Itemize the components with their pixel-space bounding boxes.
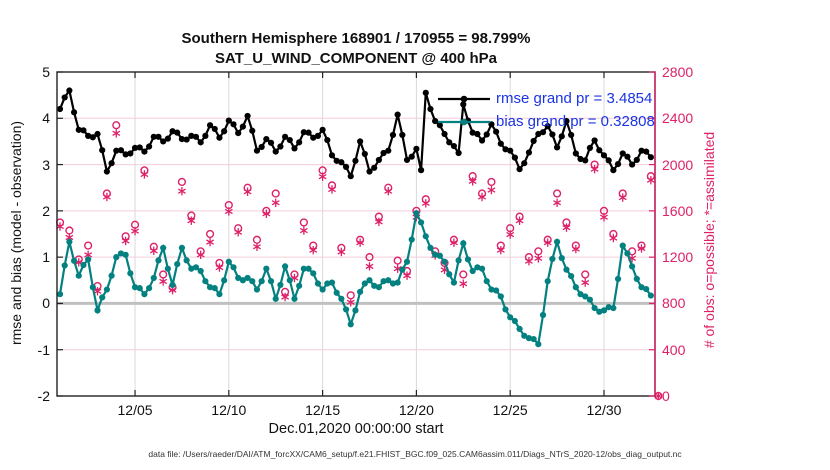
- y-right-tick-1600: 1600: [662, 202, 694, 219]
- legend-label-bias: bias grand pr = 0.32808: [496, 113, 655, 130]
- y-left-tick-0: 0: [42, 295, 50, 312]
- chart-subtitle-variable: SAT_U_WIND_COMPONENT @ 400 hPa: [215, 50, 497, 67]
- y-left-tick-2: 2: [42, 202, 50, 219]
- x-tick-12-20: 12/20: [398, 402, 434, 418]
- right-y-axis-label: # of obs: o=possible; *=assimilated: [701, 131, 717, 349]
- y-right-tick-0: 0: [662, 388, 670, 404]
- y-right-tick-2000: 2000: [662, 156, 694, 173]
- y-right-tick-400: 400: [662, 341, 686, 358]
- x-tick-12-15: 12/15: [305, 402, 341, 418]
- y-left-tick-5: 5: [42, 64, 50, 80]
- left-y-axis-label: rmse and bias (model - observation): [8, 120, 24, 346]
- legend-item-rmse: rmse grand pr = 3.4854: [437, 87, 655, 110]
- y-left-tick--1: -1: [37, 341, 50, 358]
- y-left-tick--2: -2: [37, 388, 50, 404]
- y-right-tick-1200: 1200: [662, 249, 694, 266]
- legend: rmse grand pr = 3.4854 bias grand pr = 0…: [437, 87, 655, 133]
- x-tick-12-30: 12/30: [586, 402, 622, 418]
- legend-label-rmse: rmse grand pr = 3.4854: [496, 90, 653, 107]
- x-tick-12-25: 12/25: [492, 402, 528, 418]
- rmse-line-sample-icon: [438, 95, 490, 102]
- bias-line-sample-icon: [438, 118, 490, 125]
- x-tick-12-10: 12/10: [211, 402, 247, 418]
- chart-title-region: Southern Hemisphere 168901 / 170955 = 98…: [181, 30, 531, 47]
- y-right-tick-2400: 2400: [662, 110, 694, 127]
- y-left-tick-1: 1: [42, 249, 50, 266]
- y-left-tick-3: 3: [42, 156, 50, 173]
- y-right-tick-2800: 2800: [662, 64, 694, 80]
- y-right-tick-800: 800: [662, 295, 686, 312]
- x-axis-label: Dec.01,2020 00:00:00 start: [268, 421, 444, 437]
- x-tick-12-05: 12/05: [117, 402, 153, 418]
- legend-item-bias: bias grand pr = 0.32808: [437, 110, 655, 133]
- data-file-path: data file: /Users/raeder/DAI/ATM_forcXX/…: [148, 449, 682, 459]
- y-left-tick-4: 4: [42, 110, 50, 127]
